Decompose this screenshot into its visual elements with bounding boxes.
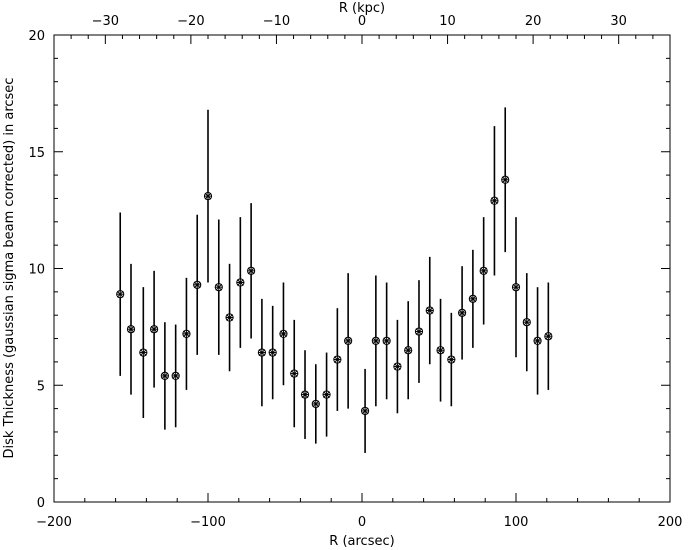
data-point	[236, 278, 245, 287]
x-tick-label: −200	[36, 515, 72, 530]
data-point	[360, 406, 370, 416]
x2-tick-label: 10	[439, 14, 456, 29]
plot-frame	[53, 34, 671, 503]
data-point	[268, 348, 277, 357]
x2-tick-label: −10	[263, 14, 290, 29]
y-tick-label: 0	[37, 496, 45, 511]
data-point	[371, 336, 380, 345]
y-tick-label: 15	[28, 146, 45, 161]
data-point	[511, 283, 521, 292]
data-point	[126, 325, 136, 334]
x-tick-label: 200	[658, 515, 683, 530]
data-point	[322, 390, 331, 399]
data-point	[544, 332, 553, 341]
x2-tick-label: 20	[525, 14, 542, 29]
data-point	[447, 355, 456, 364]
x-tick-label: 0	[358, 515, 366, 530]
data-point	[214, 283, 223, 292]
data-point	[458, 308, 467, 317]
x2-tick-label: 0	[358, 14, 366, 29]
data-point	[490, 196, 499, 205]
data-point	[311, 399, 320, 409]
data-point	[344, 336, 353, 345]
data-point	[382, 336, 391, 345]
data-point	[150, 325, 159, 334]
data-point	[116, 290, 125, 299]
data-point	[171, 371, 180, 381]
x2-tick-label: −20	[177, 14, 204, 29]
data-point	[333, 355, 342, 364]
data-point	[139, 348, 148, 357]
data-point	[533, 336, 542, 345]
data-point	[290, 369, 299, 378]
data-point	[468, 294, 477, 303]
y-tick-label: 20	[28, 29, 45, 44]
data-point	[193, 280, 202, 289]
x2-axis-title: R (kpc)	[339, 1, 385, 16]
data-point	[247, 266, 256, 275]
x-axis-title: R (arcsec)	[329, 534, 394, 549]
x2-tick-label: −30	[92, 14, 119, 29]
data-point	[404, 346, 413, 355]
data-point	[479, 266, 488, 275]
data-point	[414, 327, 424, 336]
x-tick-label: 100	[504, 515, 529, 530]
x-tick-label: −100	[190, 515, 226, 530]
data-point	[203, 192, 213, 201]
data-point	[225, 313, 234, 322]
data-point	[501, 175, 510, 184]
data-point	[279, 329, 288, 338]
data-point	[257, 348, 266, 357]
y-tick-label: 5	[37, 379, 45, 394]
x2-tick-label: 30	[610, 14, 627, 29]
data-point	[393, 362, 402, 371]
data-markers	[116, 175, 553, 416]
data-point	[300, 390, 310, 399]
error-bars	[119, 107, 550, 453]
data-point	[182, 329, 191, 338]
data-point	[522, 318, 531, 327]
data-point	[425, 306, 434, 315]
data-point	[436, 346, 445, 355]
y-axis-title: Disk Thickness (gaussian sigma beam corr…	[2, 78, 17, 459]
axis-ticks	[53, 34, 671, 503]
y-tick-label: 10	[28, 263, 45, 278]
data-point	[160, 371, 169, 381]
